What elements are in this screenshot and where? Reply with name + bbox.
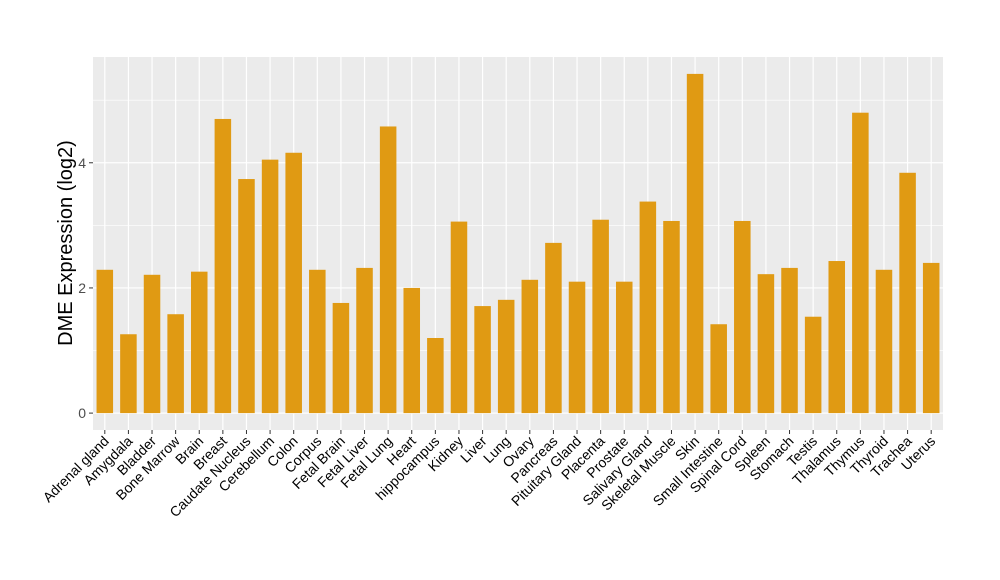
bar-brain bbox=[190, 271, 208, 414]
bar-adrenal-gland bbox=[96, 269, 114, 414]
bar-cerebellum bbox=[261, 159, 279, 414]
bar-lung bbox=[497, 299, 515, 414]
bar-placenta bbox=[592, 219, 609, 414]
y-axis-label: DME Expression (log2) bbox=[55, 140, 77, 346]
bar-spleen bbox=[757, 274, 775, 414]
bar-kidney bbox=[450, 221, 468, 414]
bar-skin bbox=[686, 73, 704, 414]
bar-skeletal-muscle bbox=[663, 220, 680, 414]
bar-caudate-nucleus bbox=[238, 179, 255, 414]
bar-fetal-liver bbox=[356, 267, 373, 414]
y-tick-label: 0 bbox=[78, 405, 86, 421]
bar-breast bbox=[214, 118, 232, 414]
bar-pituitary-gland bbox=[568, 281, 586, 414]
bar-prostate bbox=[615, 281, 633, 414]
bar-spinal-cord bbox=[734, 220, 751, 414]
bar-thalamus bbox=[828, 261, 846, 414]
bar-colon bbox=[285, 152, 302, 414]
bar-corpus bbox=[309, 269, 326, 414]
y-tick-label: 2 bbox=[78, 280, 86, 296]
bar-pancreas bbox=[545, 242, 562, 414]
bar-testis bbox=[804, 316, 822, 414]
bar-thymus bbox=[852, 112, 869, 414]
bar-uterus bbox=[922, 262, 940, 414]
bar-trachea bbox=[899, 172, 916, 414]
bar-stomach bbox=[781, 267, 798, 414]
bar-hippocampus bbox=[427, 338, 444, 414]
bar-small-intestine bbox=[710, 324, 727, 414]
plot-panel bbox=[93, 57, 943, 430]
bar-fetal-lung bbox=[379, 126, 397, 414]
bar-amygdala bbox=[120, 334, 137, 414]
bar-thyroid bbox=[875, 269, 893, 414]
bar-liver bbox=[474, 306, 491, 414]
bar-bladder bbox=[143, 274, 161, 414]
bar-heart bbox=[403, 287, 421, 414]
y-tick-label: 4 bbox=[78, 155, 86, 171]
bar-salivary-gland bbox=[639, 201, 657, 414]
bar-bone-marrow bbox=[167, 314, 184, 414]
bar-fetal-brain bbox=[332, 302, 350, 414]
bar-ovary bbox=[521, 279, 539, 414]
